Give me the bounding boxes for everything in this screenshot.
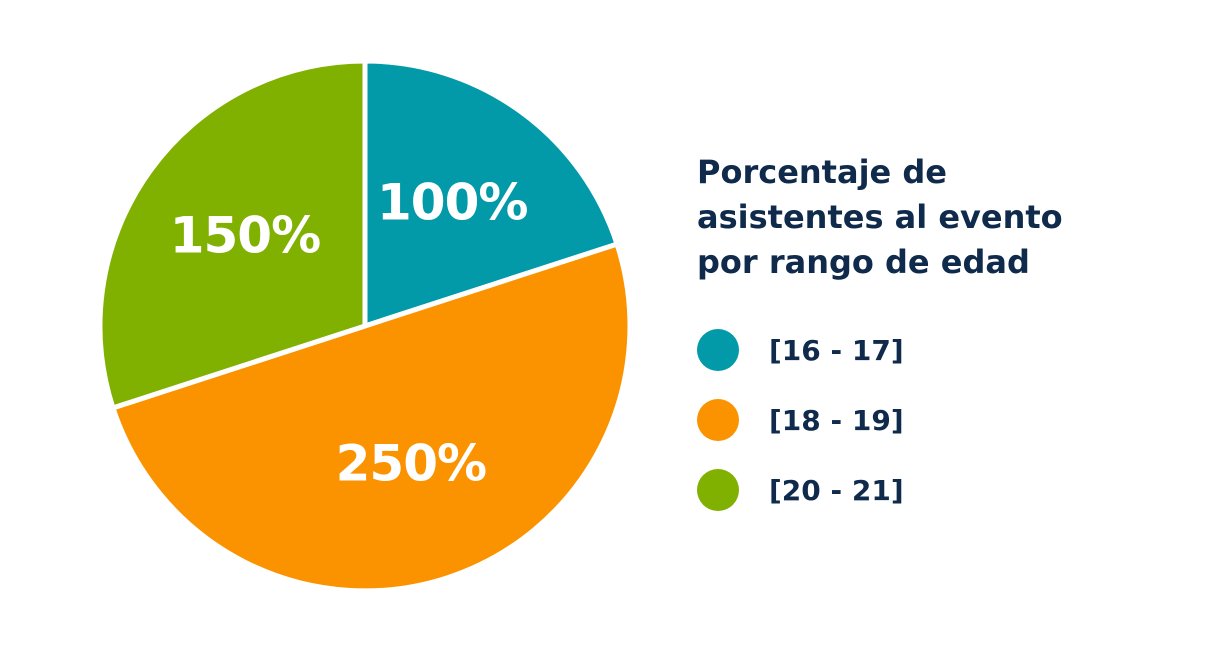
pie-slice-18-19 xyxy=(110,241,633,594)
legend-label-18-19: [18 - 19] xyxy=(769,403,904,437)
pie-slice-20-21 xyxy=(97,58,368,411)
legend: Porcentaje de asistentes al evento por r… xyxy=(697,150,1177,525)
legend-swatch-18-19 xyxy=(697,399,739,441)
chart-title-line-3: por rango de edad xyxy=(697,243,1030,281)
slice-label-20-21: 150% xyxy=(170,206,320,264)
legend-swatch-16-17 xyxy=(697,329,739,371)
chart-title: Porcentaje de asistentes al evento por r… xyxy=(697,150,1177,285)
legend-swatch-20-21 xyxy=(697,469,739,511)
pie-chart: 100% 250% 150% xyxy=(97,58,633,594)
chart-title-line-1: Porcentaje de xyxy=(697,153,947,191)
legend-label-16-17: [16 - 17] xyxy=(769,333,904,367)
slice-label-16-17: 100% xyxy=(377,173,527,231)
legend-label-20-21: [20 - 21] xyxy=(769,473,904,507)
pie-slice-16-17 xyxy=(362,58,620,329)
legend-item-18-19: [18 - 19] xyxy=(697,385,1177,455)
legend-items: [16 - 17] [18 - 19] [20 - 21] xyxy=(697,315,1177,525)
slice-label-18-19: 250% xyxy=(336,435,486,493)
chart-title-line-2: asistentes al evento xyxy=(697,198,1063,236)
legend-item-20-21: [20 - 21] xyxy=(697,455,1177,525)
legend-item-16-17: [16 - 17] xyxy=(697,315,1177,385)
